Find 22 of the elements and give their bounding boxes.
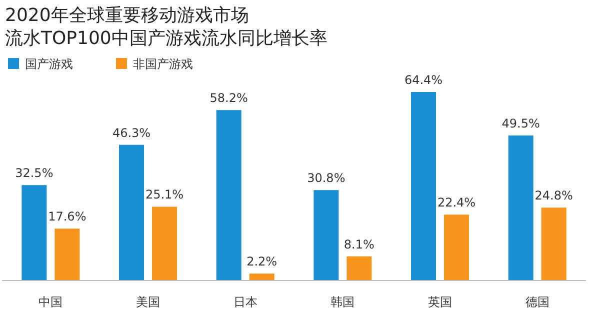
x-tick-label: 德国 — [525, 295, 550, 309]
data-label: 32.5% — [15, 166, 54, 180]
data-label: 17.6% — [48, 210, 86, 224]
title: 2020年全球重要移动游戏市场 — [5, 5, 249, 26]
data-label: 58.2% — [210, 91, 248, 106]
legend-label: 国产游戏 — [25, 57, 73, 71]
x-tick-label: 中国 — [38, 295, 63, 309]
legend-label: 非国产游戏 — [133, 57, 193, 71]
data-label: 49.5% — [502, 116, 540, 130]
subtitle: 流水TOP100中国产游戏流水同比增长率 — [5, 28, 328, 49]
data-label: 22.4% — [437, 196, 476, 210]
data-label: 2.2% — [246, 254, 278, 269]
x-tick-label: 英国 — [428, 295, 452, 309]
data-label: 64.4% — [404, 73, 443, 87]
x-tick-label: 韩国 — [330, 295, 355, 309]
data-label: 8.1% — [344, 237, 374, 252]
x-tick-label: 日本 — [233, 295, 258, 309]
x-tick-label: 美国 — [136, 295, 160, 309]
data-label: 24.8% — [534, 188, 573, 203]
data-label: 25.1% — [145, 188, 184, 202]
data-label: 30.8% — [307, 171, 346, 186]
data-label: 46.3% — [112, 126, 151, 140]
